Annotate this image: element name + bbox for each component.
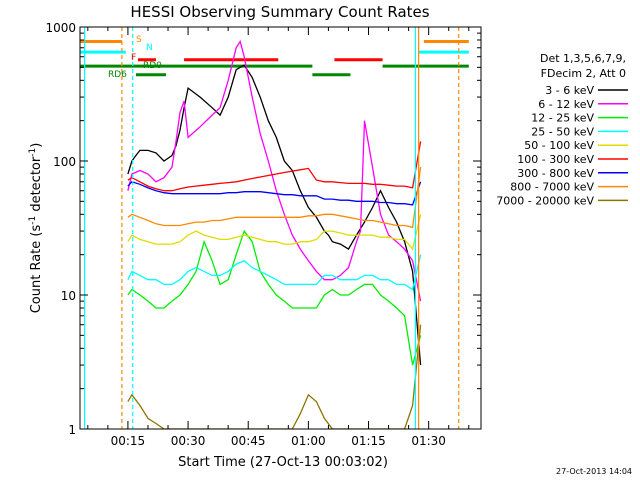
y-axis-label-mid: detector (29, 156, 44, 216)
status-bar-label-rd0: RD0 (143, 61, 162, 71)
status-bar-label-s: S (136, 35, 142, 45)
series-line-7 (127, 181, 422, 206)
y-axis-label-sup1: -1 (28, 216, 38, 225)
series-line-5 (127, 214, 422, 251)
series-layer (127, 39, 422, 429)
legend-label: 800 - 7000 keV (510, 181, 594, 194)
legend-label: 7000 - 20000 keV (496, 194, 594, 207)
x-tick-label: 01:00 (291, 434, 326, 448)
status-bars-layer (80, 39, 469, 77)
timestamp: 27-Oct-2013 14:04 (556, 467, 632, 476)
status-bar-labels: SNF RD0 RD6 (108, 35, 162, 80)
x-tick-label: 00:45 (231, 434, 266, 448)
y-tick-label: 10 (61, 289, 76, 303)
plot-frame (79, 26, 482, 430)
status-bar-label-rd6: RD6 (108, 70, 127, 80)
x-tick-label: 01:15 (351, 434, 386, 448)
y-axis-label-end: ) (29, 143, 44, 148)
x-tick-label: 00:15 (111, 434, 146, 448)
chart-title: HESSI Observing Summary Count Rates (130, 3, 429, 21)
vertical-lines-layer (84, 27, 460, 429)
legend-header-line2: FDecim 2, Att 0 (541, 67, 626, 80)
legend-label: 6 - 12 keV (538, 98, 594, 111)
series-line-8 (127, 167, 422, 229)
y-tick-label: 1000 (45, 21, 76, 35)
status-bar-label-n: N (146, 43, 153, 53)
y-axis-label-sup2: -1 (28, 148, 38, 157)
legend-label: 12 - 25 keV (531, 112, 594, 125)
y-axis-label: Count Rate (s-1 detector-1) (28, 143, 44, 314)
legend-label: 3 - 6 keV (545, 84, 594, 97)
legend-label: 50 - 100 keV (524, 139, 594, 152)
y-axis: 1 10 100 1000 (45, 21, 481, 437)
y-tick-label: 1 (68, 423, 76, 437)
series-line-6 (127, 141, 422, 192)
legend-label: 25 - 50 keV (531, 125, 594, 138)
legend-label: 300 - 800 keV (517, 167, 594, 180)
x-tick-label: 01:30 (411, 434, 446, 448)
plot-area (79, 26, 482, 430)
legend: Det 1,3,5,6,7,9, FDecim 2, Att 0 3 - 6 k… (496, 52, 628, 207)
series-line-9 (127, 324, 422, 429)
x-axis: 00:15 00:30 00:45 01:00 01:15 01:30 (87, 27, 470, 448)
legend-header-line1: Det 1,3,5,6,7,9, (540, 52, 626, 65)
series-line-2 (127, 39, 422, 302)
series-line-3 (127, 229, 422, 366)
status-bar-label-f: F (131, 53, 136, 63)
series-line-4 (127, 254, 422, 291)
y-tick-label: 100 (53, 155, 76, 169)
y-axis-label-main: Count Rate (s (29, 225, 44, 314)
x-axis-label: Start Time (27-Oct-13 00:03:02) (178, 455, 388, 470)
x-tick-label: 00:30 (171, 434, 206, 448)
series-line-1 (127, 64, 422, 366)
legend-label: 100 - 300 keV (517, 153, 594, 166)
